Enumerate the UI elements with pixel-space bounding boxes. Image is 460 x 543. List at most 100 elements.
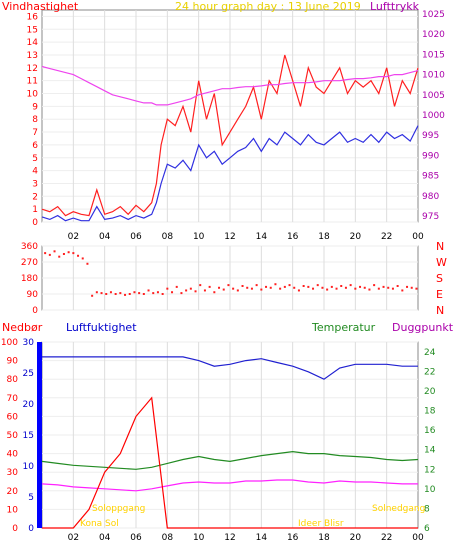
direction-point <box>133 291 136 294</box>
direction-point <box>86 262 89 265</box>
humidity-tick-label: 10 <box>23 462 35 472</box>
direction-point <box>279 287 282 290</box>
sunset-label: Solnedgang <box>372 504 425 514</box>
x-tick-label: 02 <box>68 533 79 543</box>
temperature-ylabel: Temperatur <box>311 321 376 334</box>
direction-point <box>138 292 141 295</box>
rain-tick-label: 60 <box>7 412 19 422</box>
direction-point <box>48 253 51 256</box>
pressure-tick-label: 1005 <box>422 91 445 101</box>
x-tick-label: 22 <box>381 232 392 242</box>
direction-point <box>274 283 277 286</box>
direction-point <box>77 254 80 257</box>
wind-tick-label: 9 <box>32 102 38 112</box>
sunrise-label: Soloppgang <box>92 504 145 514</box>
temperature-tick-label: 8 <box>424 504 430 514</box>
rain-tick-label: 20 <box>7 487 19 497</box>
direction-point <box>161 293 164 295</box>
rain-tick-label: 30 <box>7 468 19 478</box>
direction-point <box>232 287 235 290</box>
direction-point <box>377 287 380 290</box>
wind-tick-label: 1 <box>32 205 38 215</box>
direction-point <box>349 284 352 287</box>
x-tick-label: 14 <box>256 232 268 242</box>
wind-grid <box>42 10 418 223</box>
direction-point <box>344 286 347 289</box>
direction-point <box>175 285 178 288</box>
direction-point <box>269 286 272 289</box>
temperature-tick-label: 16 <box>424 426 436 436</box>
direction-point <box>321 286 324 289</box>
humidity-tick-label: 15 <box>23 431 34 441</box>
wind-tick-label: 6 <box>32 141 38 151</box>
temperature-tick-label: 14 <box>424 446 436 456</box>
pressure-line <box>41 65 419 106</box>
humidity-ticks: 0 5 10 15 20 25 30 <box>23 338 35 534</box>
direction-point <box>330 285 333 288</box>
humidity-tick-label: 0 <box>28 524 34 534</box>
direction-point <box>91 294 94 297</box>
humidity-tick-label: 25 <box>23 369 34 379</box>
wind-tick-label: 15 <box>27 25 38 35</box>
direction-point <box>359 285 362 288</box>
direction-point <box>354 287 357 290</box>
wind-tick-label: 12 <box>27 64 38 74</box>
pressure-tick-label: 1015 <box>422 50 445 60</box>
temperature-tick-label: 12 <box>424 465 435 475</box>
direction-point <box>142 293 145 295</box>
x-tick-label: 14 <box>256 533 268 543</box>
wind-tick-label: 2 <box>32 192 38 202</box>
x-tick-label: 12 <box>224 533 235 543</box>
direction-point <box>283 285 286 288</box>
direction-point <box>152 292 155 295</box>
direction-point <box>302 285 305 287</box>
x-tick-label: 04 <box>99 232 111 242</box>
rain-ticks: 0 10 20 30 40 50 60 70 80 90 100 <box>1 338 18 534</box>
direction-point <box>128 293 131 295</box>
climate-series <box>41 356 419 529</box>
pressure-tick-label: 975 <box>422 212 439 222</box>
direction-point <box>180 292 183 295</box>
wind-average-line <box>41 125 419 222</box>
direction-point <box>194 290 197 293</box>
direction-point <box>189 287 192 290</box>
temperature-line <box>41 450 419 470</box>
direction-point <box>53 250 56 253</box>
x-tick-label: 06 <box>130 232 142 242</box>
temperature-tick-label: 18 <box>424 407 436 417</box>
direction-grid <box>42 245 418 311</box>
humidity-tick-label: 20 <box>23 400 35 410</box>
wind-tick-label: 7 <box>32 128 38 138</box>
direction-point <box>58 255 61 258</box>
temperature-tick-label: 20 <box>424 387 436 397</box>
wind-series <box>41 54 419 222</box>
sun-time-right: Ideer Blisr <box>298 519 344 529</box>
direction-point <box>124 293 127 296</box>
direction-point <box>227 284 230 287</box>
direction-tick-label: 270 <box>21 258 38 268</box>
x-tick-label: 20 <box>350 533 362 543</box>
x-tick-label: 22 <box>381 533 392 543</box>
direction-tick-label: 0 <box>32 306 38 316</box>
direction-tick-label: 180 <box>21 274 38 284</box>
temperature-tick-label: 6 <box>424 524 430 534</box>
compass-label: N <box>436 304 444 317</box>
compass-label: N <box>436 240 444 253</box>
direction-point <box>44 252 47 255</box>
pressure-tick-label: 995 <box>422 131 439 141</box>
rain-tick-label: 80 <box>7 375 19 385</box>
wind-speed-line <box>41 54 419 217</box>
direction-point <box>119 292 122 295</box>
x-tick-label: 08 <box>162 533 174 543</box>
direction-left-ticks: 0 90 180 270 360 <box>21 242 38 316</box>
direction-point <box>147 289 150 292</box>
pressure-tick-label: 990 <box>422 151 439 161</box>
direction-point <box>297 289 300 292</box>
rain-tick-label: 70 <box>7 394 19 404</box>
pressure-ylabel: Lufttrykk <box>370 0 420 13</box>
wind-x-ticks: 02 04 06 08 10 12 14 16 18 20 22 00 <box>68 232 424 242</box>
rain-ylabel: Nedbør <box>2 321 43 334</box>
x-tick-label: 10 <box>193 533 205 543</box>
